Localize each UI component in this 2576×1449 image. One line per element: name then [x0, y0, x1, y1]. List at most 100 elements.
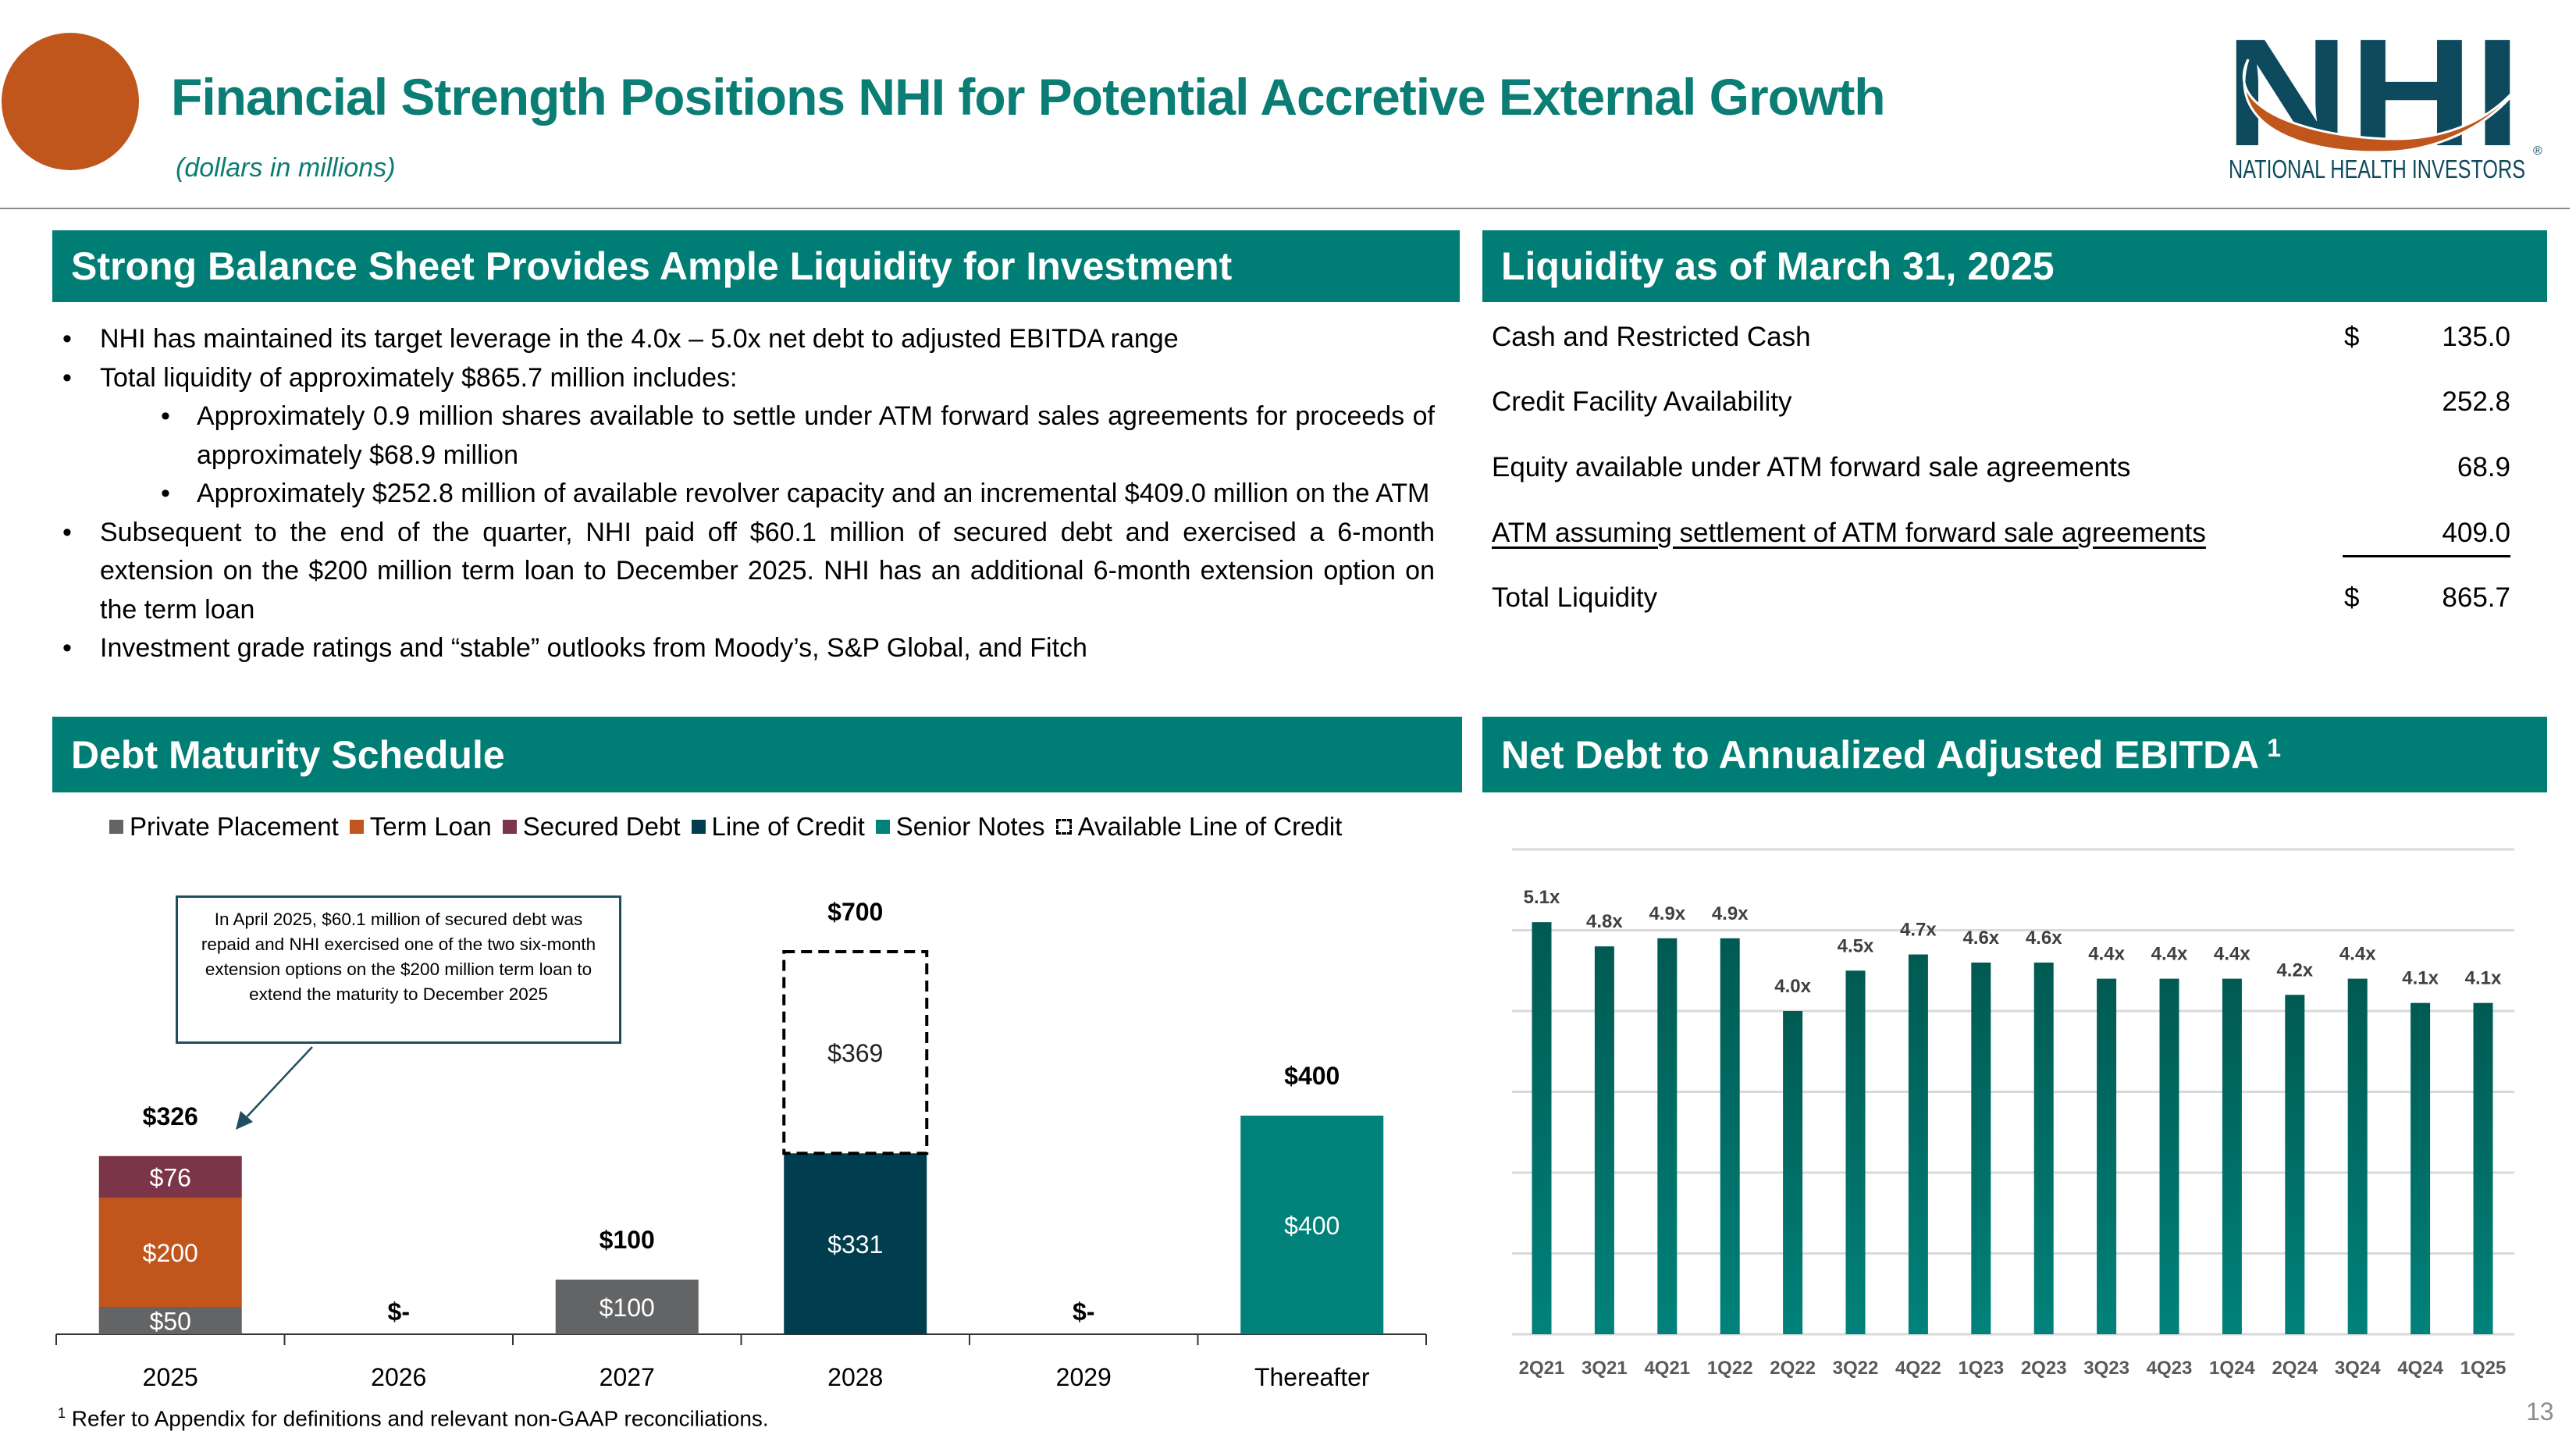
- bar-segment-available-line-of-credit: [782, 950, 929, 1155]
- bar-segment: [98, 1198, 242, 1307]
- page-title: Financial Strength Positions NHI for Pot…: [171, 68, 1886, 126]
- segment-label: $331: [827, 1230, 883, 1259]
- row-value: 68.9: [2457, 452, 2510, 482]
- header-divider: [0, 208, 2570, 209]
- category-label: Thereafter: [1254, 1363, 1370, 1391]
- row-value: 135.0: [2442, 322, 2510, 352]
- subtotal-underline: [2343, 555, 2510, 557]
- data-label: 4.1x: [2465, 968, 2502, 989]
- row-value: 252.8: [2442, 386, 2510, 417]
- data-label: 4.2x: [2276, 959, 2313, 981]
- total-label: $700: [827, 898, 883, 926]
- data-label: 4.7x: [1900, 920, 1937, 941]
- data-label: 4.8x: [1586, 911, 1623, 932]
- balance-sheet-bullets: NHI has maintained its target leverage i…: [58, 320, 1435, 668]
- segment-label: $369: [827, 1039, 883, 1067]
- balance-sheet-heading: Strong Balance Sheet Provides Ample Liqu…: [71, 244, 1233, 288]
- bar: [1594, 946, 1614, 1334]
- row-value: 865.7: [2442, 582, 2510, 613]
- bar: [2033, 962, 2054, 1334]
- category-label: 4Q21: [1644, 1358, 1690, 1379]
- liquidity-row: Credit Facility Availability 252.8: [1492, 386, 2510, 425]
- data-label: 4.9x: [1712, 903, 1749, 924]
- liquidity-header: Liquidity as of March 31, 2025: [1482, 230, 2547, 302]
- bar-segment: [555, 1280, 699, 1334]
- svg-text:®: ®: [2533, 144, 2542, 158]
- bar: [2347, 978, 2368, 1334]
- total-label: $326: [143, 1102, 198, 1130]
- net-debt-heading: Net Debt to Annualized Adjusted EBITDA: [1501, 732, 2260, 777]
- category-label: 3Q21: [1582, 1358, 1628, 1379]
- segment-label: $50: [150, 1308, 191, 1336]
- bar: [2411, 1002, 2431, 1334]
- category-label: 2Q22: [1770, 1358, 1816, 1379]
- balance-sheet-header: Strong Balance Sheet Provides Ample Liqu…: [52, 230, 1460, 302]
- category-label: 2026: [371, 1363, 426, 1391]
- net-debt-header: Net Debt to Annualized Adjusted EBITDA 1: [1482, 717, 2547, 792]
- row-currency: $: [2344, 322, 2360, 352]
- data-label: 4.6x: [1962, 927, 1999, 949]
- nhi-logo: NHI NATIONAL HEALTH INVESTORS ®: [2225, 28, 2542, 183]
- category-label: 4Q23: [2147, 1358, 2193, 1379]
- bar: [1908, 954, 1928, 1334]
- liquidity-row: ATM assuming settlement of ATM forward s…: [1492, 518, 2510, 557]
- bar: [1720, 938, 1740, 1334]
- callout-box: In April 2025, $60.1 million of secured …: [176, 895, 621, 1044]
- legend-item: Line of Credit: [691, 812, 865, 842]
- legend-swatch: [109, 820, 123, 834]
- net-debt-chart: 5.1x 2Q21 4.8x 3Q21 4.9x 4Q21 4.9x 1Q22 4.0x 2Q22…: [1512, 848, 2514, 1379]
- liquidity-row: Equity available under ATM forward sale …: [1492, 452, 2510, 491]
- page-number: 13: [2526, 1397, 2554, 1426]
- data-label: 4.6x: [2026, 927, 2062, 949]
- category-label: 1Q25: [2460, 1358, 2507, 1379]
- legend-label: Available Line of Credit: [1077, 812, 1343, 841]
- bar-segment: [784, 1153, 927, 1334]
- decorative-circle: [2, 33, 139, 170]
- bullet: Investment grade ratings and “stable” ou…: [58, 629, 1435, 668]
- page-subtitle: (dollars in millions): [176, 153, 396, 183]
- row-label: Total Liquidity: [1492, 582, 1658, 613]
- debt-maturity-heading: Debt Maturity Schedule: [71, 732, 505, 777]
- bar: [1971, 962, 1991, 1334]
- category-label: 3Q24: [2335, 1358, 2381, 1379]
- category-label: 4Q22: [1895, 1358, 1941, 1379]
- legend-label: Secured Debt: [522, 812, 681, 841]
- sub-bullet: Approximately $252.8 million of availabl…: [58, 475, 1435, 514]
- legend-item: Available Line of Credit: [1055, 812, 1343, 842]
- row-currency: $: [2344, 582, 2360, 613]
- bar: [2159, 978, 2179, 1334]
- data-label: 4.4x: [2214, 944, 2250, 965]
- data-label: 4.9x: [1649, 903, 1685, 924]
- segment-label: $400: [1284, 1212, 1340, 1240]
- bullet: Total liquidity of approximately $865.7 …: [58, 359, 1435, 398]
- footnote-marker: 1: [58, 1405, 66, 1421]
- bar: [1532, 922, 1552, 1334]
- total-label: $100: [600, 1226, 655, 1254]
- debt-maturity-header: Debt Maturity Schedule: [52, 717, 1462, 792]
- total-label: $400: [1284, 1062, 1340, 1090]
- bar: [2285, 995, 2305, 1334]
- data-label: 4.4x: [2151, 944, 2188, 965]
- liquidity-row: Cash and Restricted Cash $ 135.0: [1492, 322, 2510, 361]
- legend-swatch-dashed: [1055, 819, 1072, 835]
- row-label: Credit Facility Availability: [1492, 386, 1792, 417]
- legend-swatch: [349, 820, 364, 834]
- bar: [1657, 938, 1678, 1334]
- segment-label: $76: [150, 1163, 191, 1191]
- footnote: 1 Refer to Appendix for definitions and …: [58, 1405, 769, 1431]
- liquidity-heading: Liquidity as of March 31, 2025: [1501, 244, 2055, 288]
- legend-swatch: [502, 820, 517, 834]
- legend-item: Term Loan: [349, 812, 492, 842]
- bar-segment: [98, 1155, 242, 1198]
- data-label: 4.1x: [2402, 968, 2439, 989]
- bar: [2473, 1002, 2493, 1334]
- data-label: 5.1x: [1524, 887, 1560, 908]
- category-label: 4Q24: [2397, 1358, 2443, 1379]
- category-label: 2Q21: [1519, 1358, 1565, 1379]
- segment-label: $100: [600, 1294, 655, 1322]
- debt-maturity-chart: $50 $200 $76 $326 2025 $- 2026 $100 $100 2027 $331…: [55, 898, 1427, 1391]
- footnote-text: Refer to Appendix for definitions and re…: [71, 1406, 769, 1431]
- row-label: Cash and Restricted Cash: [1492, 322, 1811, 352]
- bar: [2222, 978, 2242, 1334]
- category-label: 2Q23: [2021, 1358, 2067, 1379]
